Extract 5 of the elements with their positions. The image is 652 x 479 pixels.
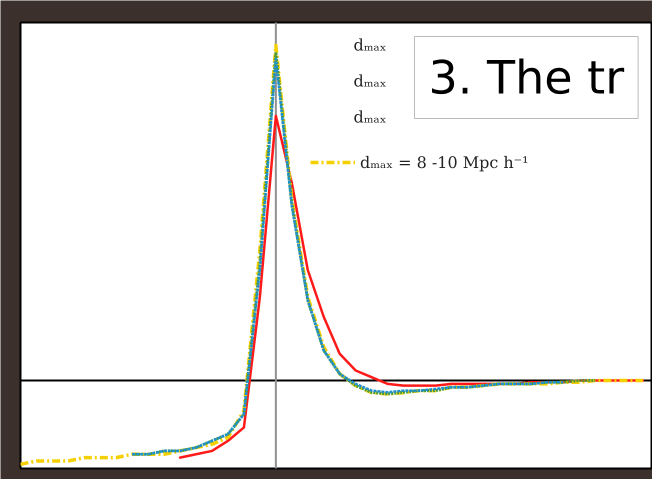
annotation: dₘₐₓ: [354, 36, 387, 54]
annotation: 3. The tr: [428, 50, 624, 104]
annotation: dₘₐₓ: [354, 72, 387, 90]
legend-label: dₘₐₓ = 8 -10 Mpc h⁻¹: [360, 152, 529, 172]
annotation: dₘₐₓ: [354, 108, 387, 126]
